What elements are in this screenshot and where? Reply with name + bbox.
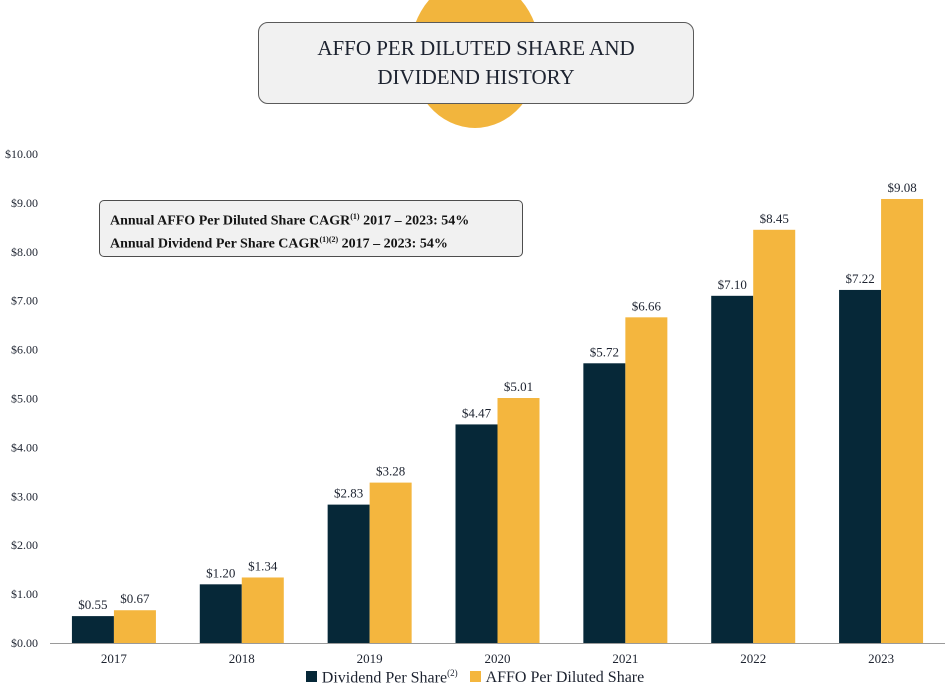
- title-line-2: DIVIDEND HISTORY: [377, 65, 575, 89]
- y-tick-label: $2.00: [11, 538, 38, 552]
- x-tick-label: 2020: [485, 651, 511, 666]
- bar-dividend-2023: [839, 289, 882, 643]
- y-tick-label: $8.00: [11, 245, 38, 259]
- y-tick-label: $6.00: [11, 343, 38, 357]
- data-label-dividend: $5.72: [590, 344, 619, 359]
- x-tick-label: 2021: [612, 651, 638, 666]
- legend-swatch-dividend: [305, 671, 317, 683]
- legend-swatch-affo: [469, 671, 481, 683]
- y-tick-label: $10.00: [5, 147, 38, 161]
- y-tick-label: $4.00: [11, 440, 38, 454]
- bar-dividend-2018: [199, 584, 242, 643]
- bar-affo-2023: [881, 198, 924, 643]
- x-tick-label: 2019: [357, 651, 383, 666]
- y-tick-label: $5.00: [11, 392, 38, 406]
- data-label-affo: $5.01: [504, 379, 533, 394]
- x-tick-label: 2018: [229, 651, 255, 666]
- x-tick-label: 2023: [868, 651, 894, 666]
- y-tick-label: $0.00: [11, 636, 38, 650]
- bar-dividend-2022: [711, 295, 754, 643]
- legend-item-dividend: Dividend Per Share(2): [305, 668, 458, 687]
- y-tick-label: $3.00: [11, 489, 38, 503]
- data-label-dividend: $4.47: [462, 405, 492, 420]
- data-label-affo: $1.34: [248, 558, 278, 573]
- bar-affo-2020: [497, 398, 540, 643]
- y-tick-label: $1.00: [11, 587, 38, 601]
- bar-affo-2019: [369, 482, 412, 643]
- bar-dividend-2021: [583, 363, 626, 643]
- cagr-callout: Annual AFFO Per Diluted Share CAGR(1) 20…: [99, 200, 523, 257]
- x-tick-label: 2017: [101, 651, 128, 666]
- data-label-dividend: $7.22: [845, 271, 874, 286]
- y-tick-label: $9.00: [11, 196, 38, 210]
- legend-item-affo: AFFO Per Diluted Share: [469, 669, 644, 687]
- data-label-affo: $3.28: [376, 464, 405, 479]
- bar-affo-2021: [625, 317, 668, 643]
- data-label-dividend: $0.55: [78, 597, 107, 612]
- bar-affo-2017: [113, 610, 156, 643]
- data-label-dividend: $2.83: [334, 486, 363, 501]
- data-label-dividend: $7.10: [718, 277, 747, 292]
- data-label-affo: $0.67: [120, 591, 150, 606]
- bar-dividend-2019: [327, 504, 370, 643]
- data-label-dividend: $1.20: [206, 565, 235, 580]
- bar-affo-2018: [241, 577, 284, 643]
- cagr-dividend-line: Annual Dividend Per Share CAGR(1)(2) 201…: [110, 234, 448, 252]
- data-label-affo: $8.45: [760, 211, 789, 226]
- bar-dividend-2017: [71, 616, 114, 643]
- y-tick-label: $7.00: [11, 294, 38, 308]
- title-line-1: AFFO PER DILUTED SHARE AND: [317, 36, 635, 60]
- chart-legend: Dividend Per Share(2) AFFO Per Diluted S…: [0, 668, 950, 687]
- bar-dividend-2020: [455, 424, 498, 643]
- data-label-affo: $9.08: [887, 180, 916, 195]
- cagr-affo-line: Annual AFFO Per Diluted Share CAGR(1) 20…: [110, 212, 470, 229]
- chart-title: AFFO PER DILUTED SHARE AND DIVIDEND HIST…: [258, 22, 694, 104]
- bar-affo-2022: [753, 229, 796, 644]
- data-label-affo: $6.66: [632, 298, 662, 313]
- x-tick-label: 2022: [740, 651, 766, 666]
